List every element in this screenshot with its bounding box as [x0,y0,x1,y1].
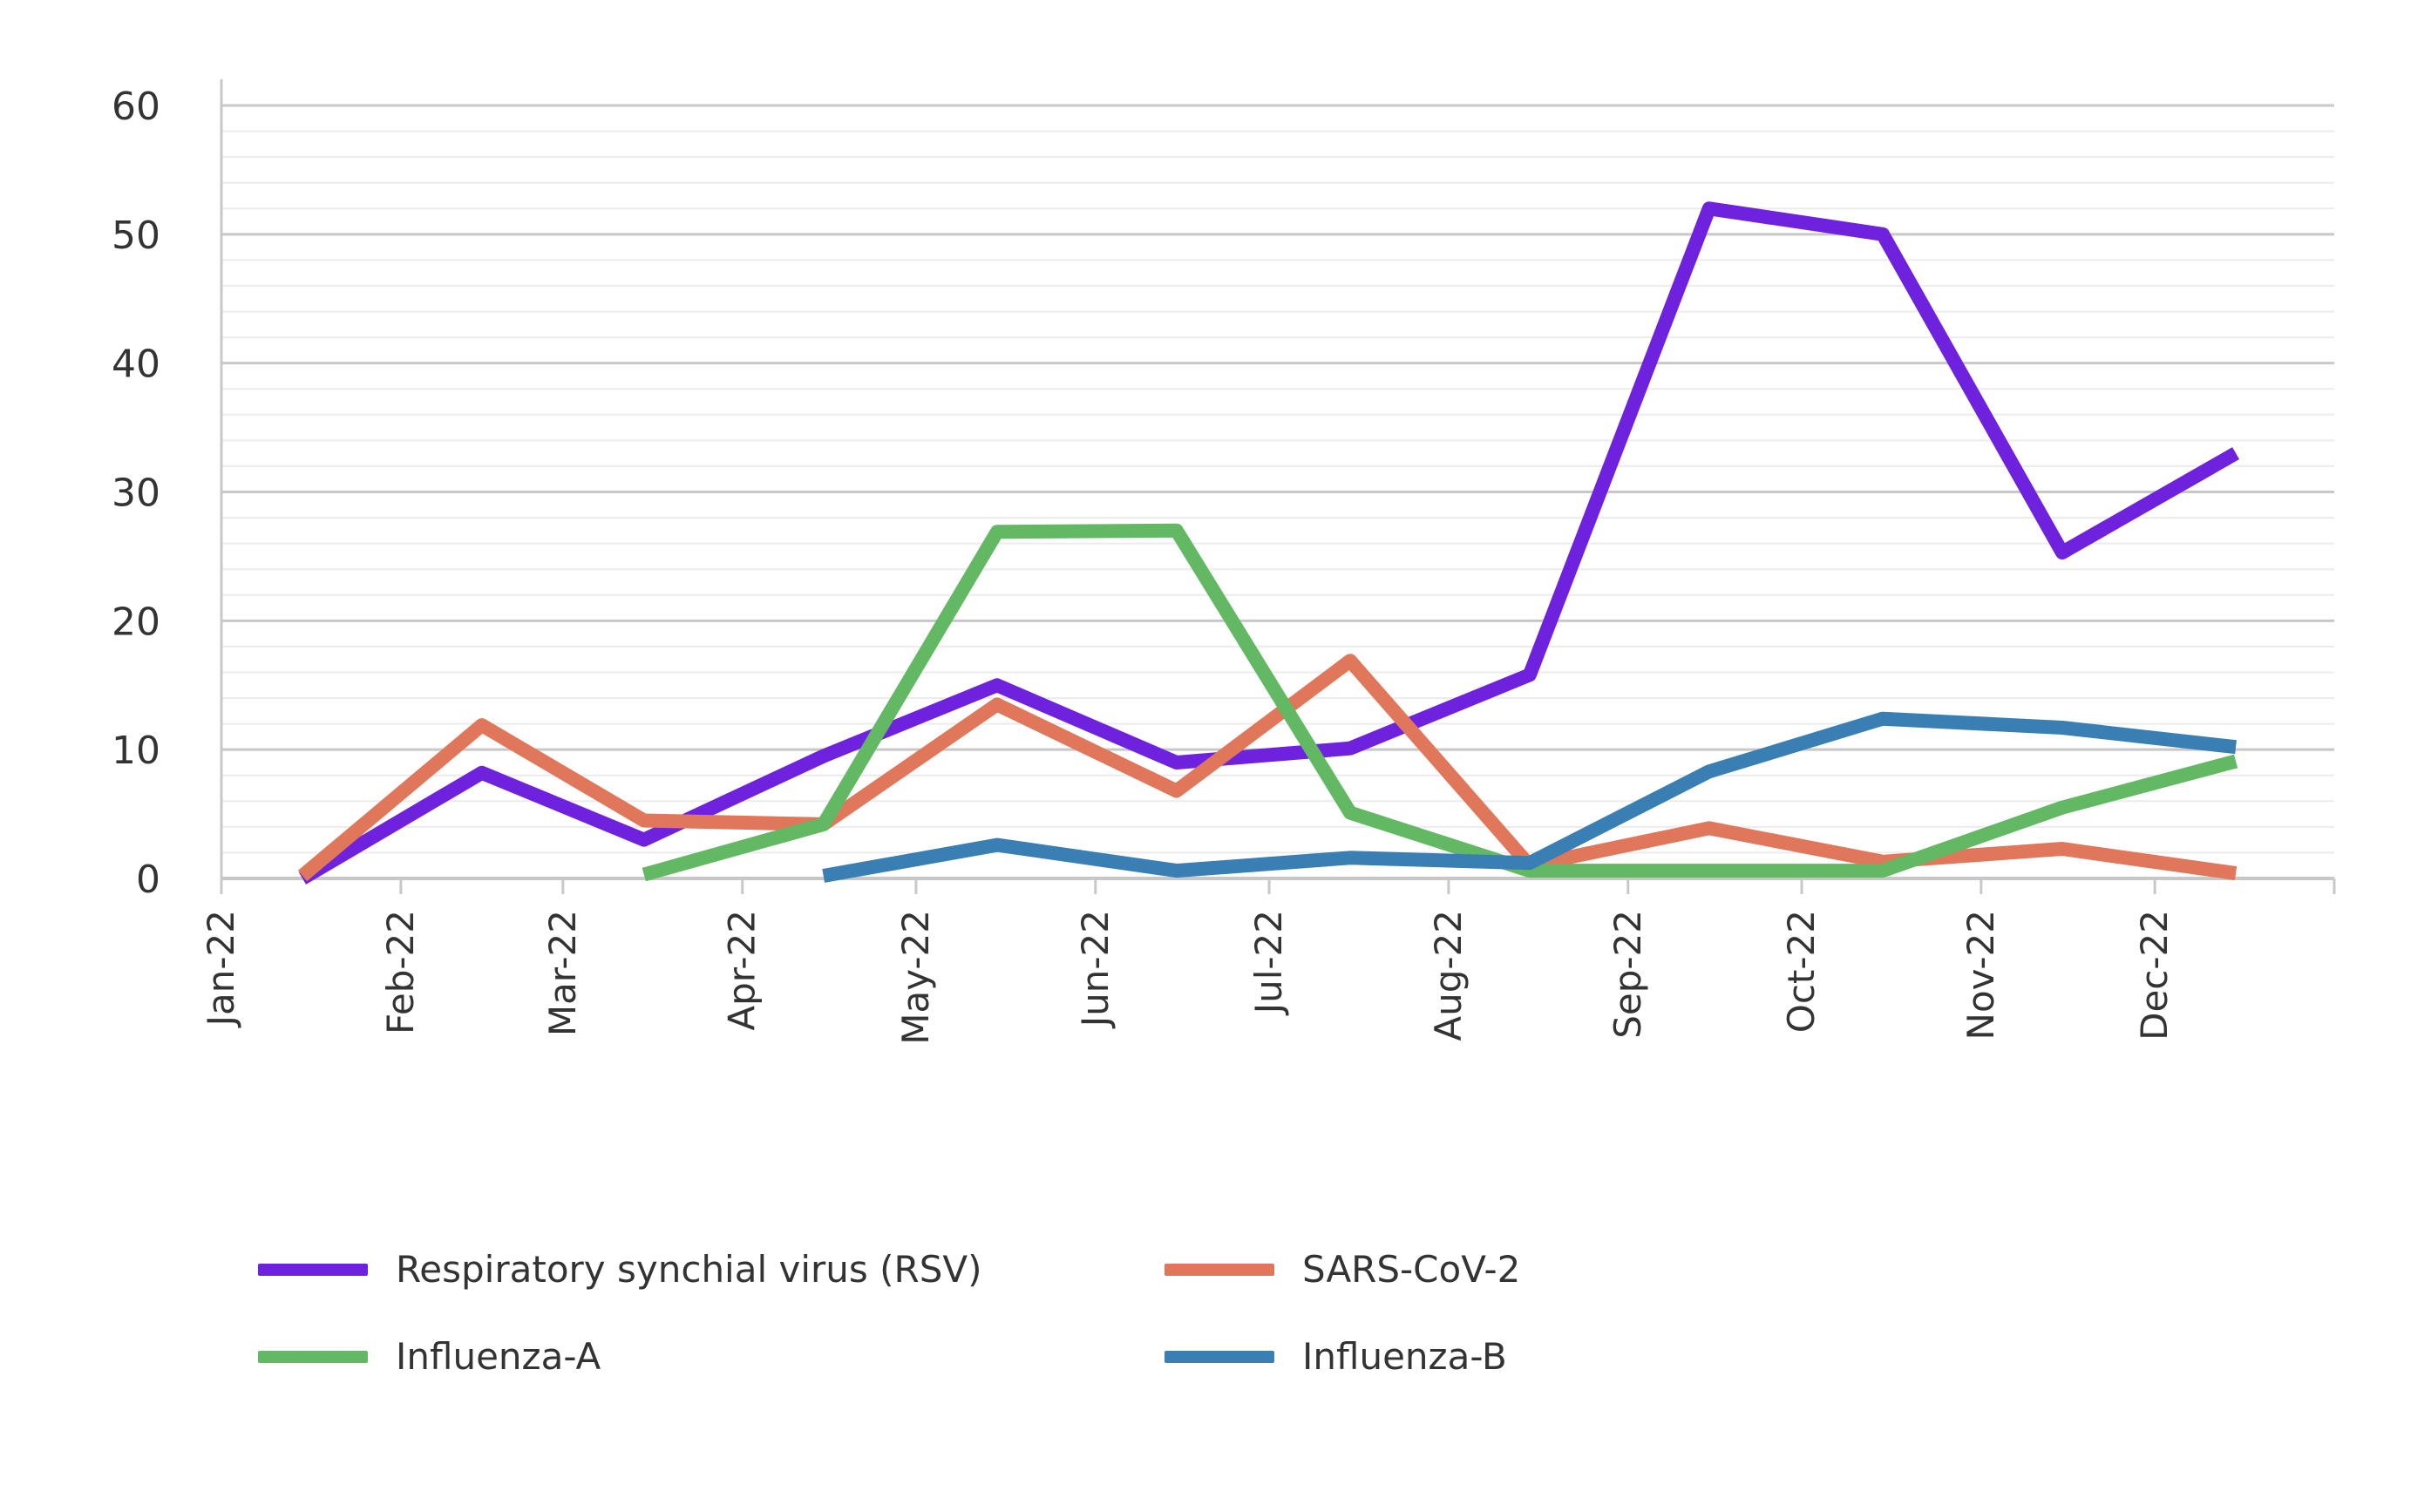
series-line-3 [822,711,2237,883]
series-line-0 [298,201,2240,885]
x-tick-label: Oct-22 [1780,910,1823,1033]
y-tick-label: 40 [112,342,160,387]
x-tick-label: Mar-22 [541,910,584,1036]
x-tick-label: May-22 [894,910,937,1045]
series-lines [297,201,2240,885]
x-tick-label: Jul-22 [1247,910,1290,1016]
x-tick-label: Dec-22 [2133,910,2176,1041]
x-axis-tick-labels: Jan-22 Feb-22 Mar-22 Apr-22 May-22 Jun-22 Jul-… [200,910,2176,1045]
y-tick-label: 50 [112,214,160,258]
x-tick-label: Apr-22 [721,910,764,1031]
y-tick-label: 60 [112,85,160,129]
y-axis-tick-labels: 0 10 20 30 40 50 60 [112,85,160,902]
y-tick-label: 30 [112,471,160,516]
y-tick-label: 10 [112,729,160,773]
x-tick-label: Nov-22 [1959,910,2002,1040]
y-tick-label: 0 [136,858,160,902]
series-line-2 [642,523,2238,882]
x-tick-label: Aug-22 [1427,910,1470,1041]
x-tick-label: Jan-22 [200,910,242,1028]
major-gridlines [221,104,2334,751]
axes [220,79,2336,894]
y-tick-label: 20 [112,600,160,644]
minor-gridlines [221,130,2334,854]
x-tick-label: Feb-22 [379,910,422,1034]
x-tick-label: Sep-22 [1606,910,1649,1039]
x-tick-label: Jun-22 [1074,910,1117,1029]
